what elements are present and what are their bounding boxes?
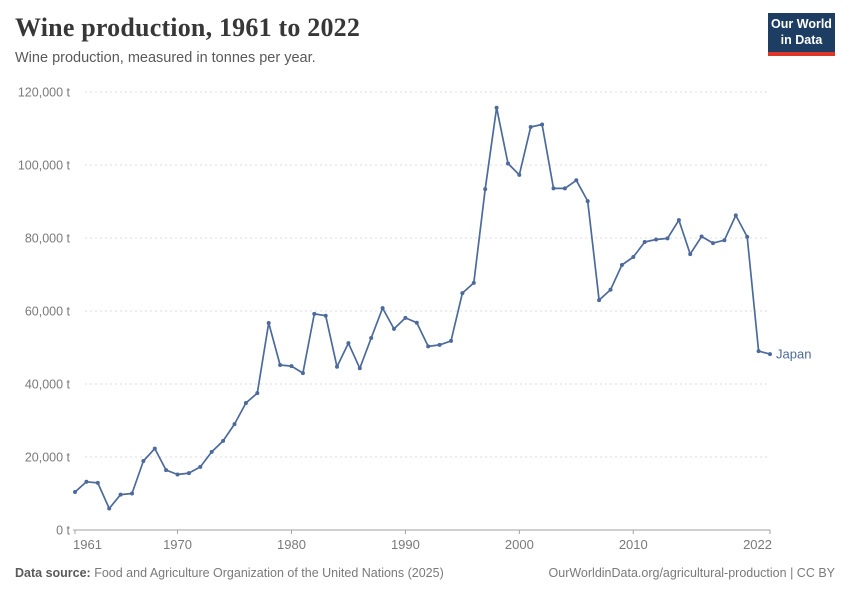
data-point[interactable] [198,464,203,469]
x-axis-label: 1980 [277,537,306,552]
data-point[interactable] [574,178,579,183]
series-line-japan[interactable] [74,106,771,510]
footer-attribution: OurWorldinData.org/agricultural-producti… [549,566,835,580]
data-point[interactable] [517,172,522,177]
data-point[interactable] [494,105,499,110]
data-point[interactable] [95,480,100,485]
x-axis-label: 1990 [391,537,420,552]
data-point[interactable] [460,291,465,296]
data-point[interactable] [483,187,488,192]
license-text: | CC BY [786,566,835,580]
data-point[interactable] [528,125,533,129]
data-point[interactable] [289,364,294,369]
x-axis-label: 2000 [505,537,534,552]
data-point[interactable] [540,122,545,127]
data-point[interactable] [369,336,374,340]
data-point[interactable] [585,199,590,204]
data-point[interactable] [152,446,157,451]
data-point[interactable] [403,315,408,320]
data-point[interactable] [437,342,442,347]
y-axis-label: 60,000 t [25,305,71,319]
data-point[interactable] [255,391,260,396]
line-chart: 0 t 20,000 t 40,000 t 60,000 t 80,000 t 100,0… [18,86,812,553]
data-point[interactable] [186,471,191,476]
data-point[interactable] [551,186,556,191]
data-point[interactable] [323,313,328,318]
owid-logo-line1: Our World [771,17,832,31]
data-point[interactable] [562,186,567,191]
data-point[interactable] [164,468,169,473]
series-label-japan[interactable]: Japan [776,347,811,362]
data-point[interactable] [745,234,750,239]
data-point[interactable] [346,341,351,346]
data-point[interactable] [335,364,339,369]
x-axis-label: 2022 [743,537,772,552]
data-point[interactable] [711,241,715,246]
data-point[interactable] [232,422,237,427]
chart-footer: Data source: Food and Agriculture Organi… [15,566,835,580]
data-point[interactable] [392,326,396,331]
y-axis-label: 120,000 t [18,86,71,100]
data-point[interactable] [608,287,613,292]
data-point[interactable] [665,236,670,241]
owid-logo[interactable]: Our World in Data [768,13,835,57]
y-axis-label: 20,000 t [25,451,71,465]
data-point[interactable] [73,490,77,494]
data-source: Data source: Food and Agriculture Organi… [15,566,444,580]
x-axis-label: 1970 [163,537,192,552]
x-axis-label: 1961 [73,537,102,552]
page-title: Wine production, 1961 to 2022 [15,13,361,42]
data-point[interactable] [654,237,659,242]
data-point[interactable] [597,298,602,303]
data-point[interactable] [449,338,453,343]
data-point[interactable] [756,349,761,354]
data-point[interactable] [130,491,134,496]
y-axis-label: 0 t [56,524,70,538]
data-point[interactable] [118,492,123,497]
data-point[interactable] [175,472,180,477]
chart-header: Wine production, 1961 to 2022 Wine produ… [15,12,740,66]
data-point[interactable] [619,263,624,267]
data-point[interactable] [380,306,385,311]
data-source-label: Data source: [15,566,91,580]
data-point[interactable] [221,438,226,443]
data-point[interactable] [278,363,283,367]
data-point[interactable] [768,352,772,357]
y-axis-label: 80,000 t [25,232,71,246]
data-point[interactable] [642,240,647,244]
data-point[interactable] [426,344,431,349]
data-point[interactable] [631,255,636,259]
data-point[interactable] [733,213,738,218]
data-source-text: Food and Agriculture Organization of the… [94,566,444,580]
data-point[interactable] [209,449,214,454]
data-point[interactable] [300,371,305,376]
owid-logo-line2: in Data [780,32,823,47]
data-point[interactable] [699,234,704,239]
data-point[interactable] [357,366,362,371]
data-point[interactable] [722,238,727,243]
data-point[interactable] [414,320,419,325]
data-point[interactable] [471,280,476,285]
data-point[interactable] [243,401,248,405]
x-axis-label: 2010 [619,537,648,552]
y-axis-label: 40,000 t [25,378,71,392]
data-point[interactable] [688,252,693,257]
owid-url-link[interactable]: OurWorldinData.org/agricultural-producti… [548,566,787,580]
data-point[interactable] [506,161,510,166]
y-axis-label: 100,000 t [18,159,71,173]
chart-subtitle: Wine production, measured in tonnes per … [15,50,316,67]
data-point[interactable] [141,459,146,463]
data-point[interactable] [107,506,112,511]
data-point[interactable] [312,311,317,316]
data-point[interactable] [84,479,89,484]
data-point[interactable] [676,218,681,223]
data-point[interactable] [266,321,271,325]
